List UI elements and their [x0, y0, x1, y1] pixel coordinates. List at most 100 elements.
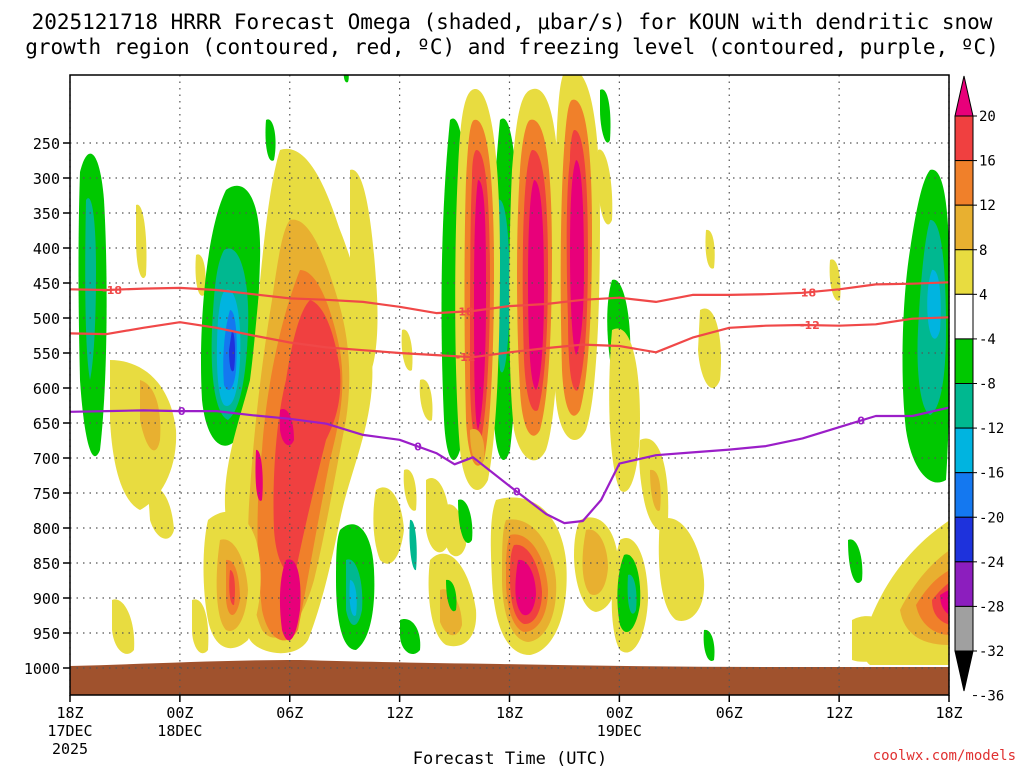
omega-region — [110, 360, 177, 510]
chart-title-line-1: 2025121718 HRRR Forecast Omega (shaded, … — [32, 10, 993, 34]
omega-region — [229, 570, 235, 606]
colorbar-swatch — [954, 427, 974, 474]
x-tick-label: 06Z — [716, 704, 743, 722]
x-tick-label: 18Z — [935, 704, 962, 722]
colorbar-swatch — [954, 160, 974, 206]
y-tick-label: 1000 — [24, 660, 60, 678]
colorbar-label: -8 — [979, 377, 996, 393]
y-tick-label: 600 — [33, 380, 60, 398]
contour-line — [69, 406, 950, 525]
colorbar: 20 16 12 8 4 -4 -8 -12 -16 -20 -24 -28 -32 -36 — [954, 75, 1004, 705]
temperature-contours: -18 -18 -18 -12 -12 0 0 0 0 — [69, 281, 950, 525]
colorbar-arrow-bottom — [954, 650, 974, 692]
colorbar-swatch — [954, 561, 974, 607]
y-tick-label: 850 — [33, 555, 60, 573]
omega-region — [195, 254, 206, 296]
colorbar-label: 20 — [979, 109, 996, 125]
omega-region — [140, 380, 161, 451]
contour-line — [69, 316, 950, 359]
omega-region — [446, 579, 457, 612]
omega-region — [940, 590, 949, 615]
y-axis-ticks: 250 300 350 400 450 500 550 600 650 700 750 800 850 9… — [24, 135, 70, 678]
contour-label: -18 — [454, 306, 474, 319]
x-axis-label: Forecast Time (UTC) — [413, 749, 607, 768]
omega-region — [458, 499, 473, 544]
colorbar-label: -32 — [979, 644, 1004, 660]
omega-region — [650, 469, 661, 511]
omega-region — [440, 589, 462, 636]
omega-region — [343, 75, 349, 83]
omega-region — [192, 599, 209, 654]
y-tick-label: 650 — [33, 415, 60, 433]
y-tick-label: 450 — [33, 275, 60, 293]
colorbar-arrow-top — [954, 75, 974, 117]
x-tick-label: 12Z — [386, 704, 413, 722]
omega-region — [409, 519, 417, 571]
omega-region — [229, 330, 236, 372]
contour-label: -18 — [796, 286, 816, 299]
contour-label: -18 — [102, 284, 122, 297]
y-tick-label: 900 — [33, 590, 60, 608]
contour-label: 0 — [513, 486, 521, 499]
y-tick-label: 300 — [33, 170, 60, 188]
y-tick-label: 350 — [33, 205, 60, 223]
omega-region — [403, 469, 417, 511]
y-tick-label: 950 — [33, 625, 60, 643]
colorbar-swatch — [954, 115, 974, 162]
contour-label: 0 — [178, 405, 186, 418]
omega-region — [419, 379, 433, 421]
colorbar-label: -24 — [979, 555, 1004, 571]
colorbar-label: -28 — [979, 599, 1004, 615]
colorbar-label: -16 — [979, 466, 1004, 482]
y-tick-label: 700 — [33, 450, 60, 468]
y-tick-label: 500 — [33, 310, 60, 328]
x-tick-label: 18Z — [56, 704, 83, 722]
colorbar-label: 12 — [979, 198, 996, 214]
omega-region — [598, 149, 613, 225]
omega-region — [927, 269, 941, 339]
omega-region — [470, 429, 485, 464]
credit-text: coolwx.com/models — [873, 748, 1016, 764]
omega-region — [349, 580, 357, 616]
colorbar-swatch — [954, 338, 974, 384]
colorbar-swatch — [954, 293, 974, 340]
y-tick-label: 250 — [33, 135, 60, 153]
x-tick-label: 06Z — [276, 704, 303, 722]
omega-region — [255, 449, 263, 501]
colorbar-label: -12 — [979, 421, 1004, 437]
colorbar-swatch — [954, 383, 974, 429]
x-tick-date: 17DEC — [47, 722, 92, 740]
omega-region — [582, 529, 608, 595]
omega-region — [148, 487, 174, 539]
omega-region — [279, 559, 301, 641]
omega-region — [350, 169, 378, 380]
omega-region — [627, 574, 637, 614]
colorbar-label: 8 — [979, 243, 987, 259]
omega-region — [570, 160, 584, 355]
omega-region — [474, 180, 486, 430]
colorbar-swatch — [954, 249, 974, 295]
omega-region — [265, 119, 276, 161]
x-tick-date: 18DEC — [157, 722, 202, 740]
omega-region — [609, 328, 640, 492]
x-tick-label: 00Z — [166, 704, 193, 722]
contour-label: -12 — [800, 319, 820, 332]
colorbar-label: -20 — [979, 510, 1004, 526]
omega-region — [705, 229, 715, 269]
omega-region — [401, 329, 413, 371]
contour-line — [69, 281, 950, 315]
omega-region — [848, 539, 863, 584]
y-tick-label: 400 — [33, 240, 60, 258]
x-tick-year: 2025 — [52, 740, 88, 758]
colorbar-swatch — [954, 472, 974, 518]
chart-title-line-2: growth region (contoured, red, ºC) and f… — [25, 35, 999, 59]
colorbar-label: -4 — [979, 332, 996, 348]
colorbar-swatch — [954, 204, 974, 251]
x-tick-label: 18Z — [496, 704, 523, 722]
contour-label: -12 — [456, 351, 476, 364]
x-tick-label: 12Z — [826, 704, 853, 722]
omega-region — [426, 478, 451, 553]
omega-region — [112, 599, 135, 654]
